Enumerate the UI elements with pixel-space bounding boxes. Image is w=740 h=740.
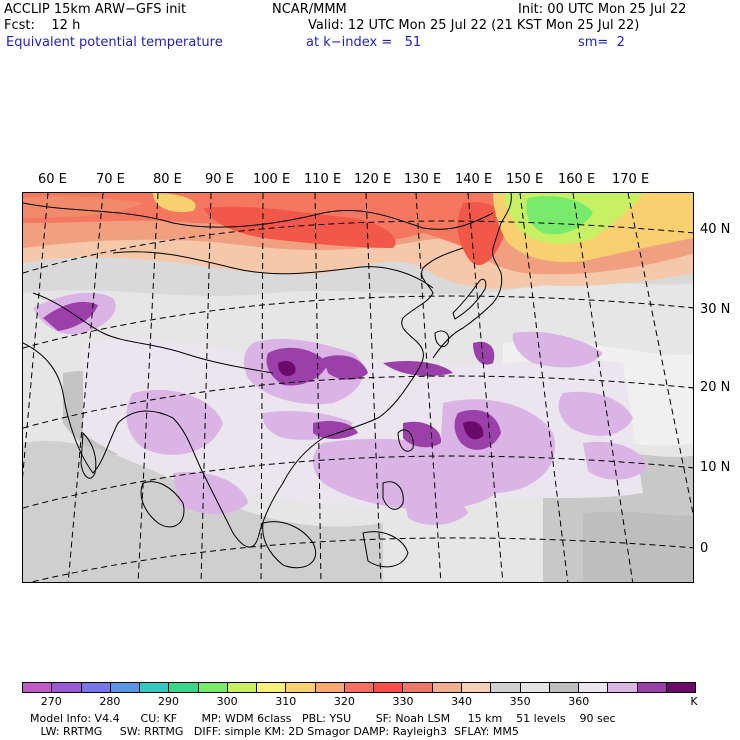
colorbar-swatch	[257, 683, 287, 692]
colorbar-swatch	[637, 683, 667, 692]
colorbar-swatch	[491, 683, 521, 692]
colorbar	[22, 682, 696, 693]
lon-label-70e: 70 E	[96, 172, 125, 187]
colorbar-swatch	[110, 683, 141, 692]
colorbar-swatch	[227, 683, 258, 692]
lon-label-90e: 90 E	[205, 172, 234, 187]
colorbar-swatch	[432, 683, 462, 692]
lon-label-60e: 60 E	[38, 172, 67, 187]
colorbar-tick-label: 320	[333, 695, 355, 708]
level-index: at k−index = 51	[306, 35, 422, 50]
lon-label-160e: 160 E	[558, 172, 596, 187]
colorbar-swatch	[374, 683, 404, 692]
lon-label-170e: 170 E	[612, 172, 650, 187]
colorbar-tick-label: 350	[509, 695, 531, 708]
institution: NCAR/MMM	[272, 2, 347, 17]
colorbar-swatch	[608, 683, 638, 692]
colorbar-swatch	[140, 683, 170, 692]
colorbar-tick-label: 300	[216, 695, 238, 708]
graticule	[23, 193, 693, 582]
colorbar-swatch	[344, 683, 375, 692]
init-time: Init: 00 UTC Mon 25 Jul 22	[518, 2, 687, 17]
colorbar-swatch	[520, 683, 550, 692]
lat-label-0: 0	[700, 541, 709, 556]
colorbar-tick-label: 270	[40, 695, 62, 708]
lon-label-140e: 140 E	[455, 172, 493, 187]
colorbar-swatch	[81, 683, 111, 692]
lat-label-10n: 10 N	[700, 460, 731, 475]
colorbar-swatch	[579, 683, 609, 692]
colorbar-swatch	[52, 683, 82, 692]
colorbar-tick-label: 280	[99, 695, 121, 708]
colorbar-tick-label: 360	[568, 695, 590, 708]
lat-label-30n: 30 N	[700, 302, 731, 317]
model-info-line1: Model Info: V4.4 CU: KF MP: WDM 6class P…	[30, 712, 616, 725]
valid-time: Valid: 12 UTC Mon 25 Jul 22 (21 KST Mon …	[308, 18, 640, 33]
colorbar-unit: K	[690, 695, 698, 708]
colorbar-tick-label: 310	[275, 695, 297, 708]
lon-label-120e: 120 E	[354, 172, 392, 187]
model-title: ACCLIP 15km ARW−GFS init	[4, 2, 187, 17]
smoothing: sm= 2	[578, 35, 625, 50]
map-panel	[22, 192, 694, 583]
lon-label-100e: 100 E	[253, 172, 291, 187]
colorbar-swatch	[169, 683, 199, 692]
theta-e-field	[23, 193, 693, 582]
lat-label-20n: 20 N	[700, 380, 731, 395]
lat-label-40n: 40 N	[700, 222, 731, 237]
lon-label-110e: 110 E	[304, 172, 342, 187]
lon-label-150e: 150 E	[506, 172, 544, 187]
colorbar-swatch	[461, 683, 492, 692]
field-name: Equivalent potential temperature	[6, 35, 223, 50]
colorbar-swatch	[198, 683, 228, 692]
colorbar-swatch	[286, 683, 316, 692]
colorbar-tick-label: 330	[392, 695, 414, 708]
model-info-line2: LW: RRTMG SW: RRTMG DIFF: simple KM: 2D …	[30, 725, 519, 738]
colorbar-swatch	[403, 683, 433, 692]
colorbar-swatch	[549, 683, 580, 692]
colorbar-swatch	[666, 683, 696, 692]
colorbar-tick-label: 340	[451, 695, 473, 708]
colorbar-swatch	[315, 683, 345, 692]
coastlines	[23, 193, 512, 569]
forecast-hour: Fcst: 12 h	[4, 18, 81, 33]
lon-label-80e: 80 E	[153, 172, 182, 187]
colorbar-tick-label: 290	[158, 695, 180, 708]
colorbar-swatch	[23, 683, 53, 692]
lon-label-130e: 130 E	[404, 172, 442, 187]
